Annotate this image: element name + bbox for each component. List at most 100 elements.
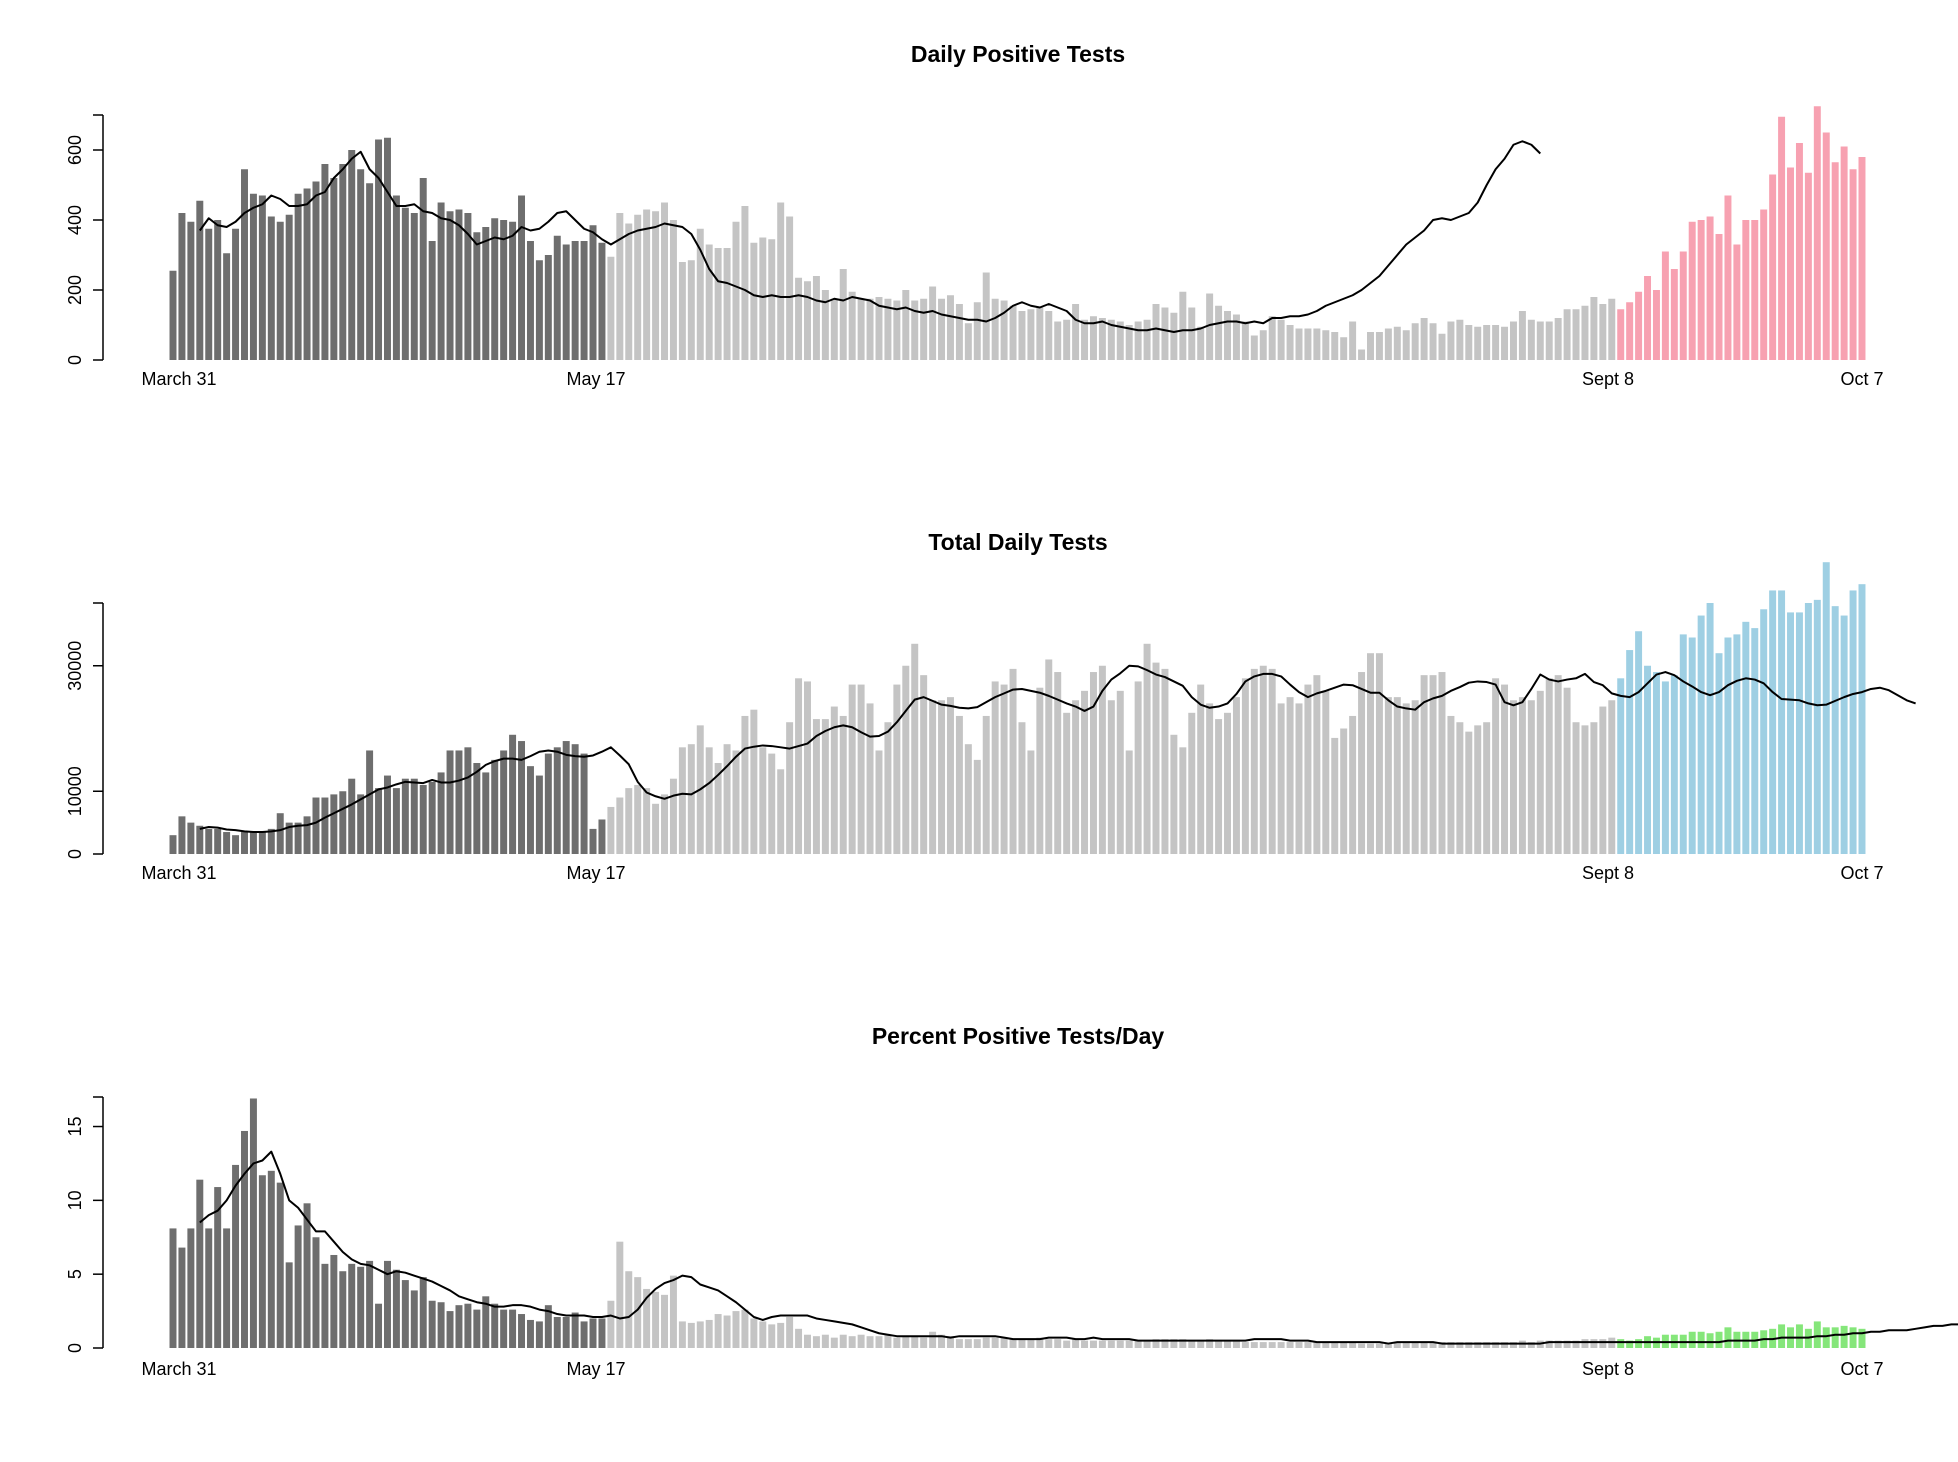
bar <box>1492 325 1500 360</box>
bar <box>1679 251 1687 360</box>
bar <box>920 675 928 854</box>
bar <box>1760 209 1768 360</box>
bar <box>419 784 427 854</box>
bar <box>1572 1340 1580 1348</box>
bar <box>830 1337 838 1348</box>
bar <box>1465 1342 1473 1348</box>
bar <box>669 1275 677 1348</box>
bar <box>1509 321 1517 360</box>
bar <box>1152 304 1160 360</box>
bar <box>1349 1342 1357 1348</box>
bar <box>643 1288 651 1348</box>
bar <box>196 1179 204 1348</box>
bar <box>544 1305 552 1348</box>
bar <box>214 220 222 360</box>
bar <box>911 300 919 360</box>
bar <box>294 193 302 360</box>
bar <box>1447 1342 1455 1348</box>
bar <box>1018 722 1026 854</box>
bar <box>1527 319 1535 360</box>
bar <box>1429 675 1437 854</box>
bar <box>1402 330 1410 360</box>
bar <box>1072 304 1080 360</box>
bar <box>1795 1324 1803 1348</box>
bar <box>223 1228 231 1348</box>
bar <box>1215 305 1223 360</box>
bar <box>1697 220 1705 360</box>
bar <box>804 1334 811 1348</box>
bar <box>1063 1340 1071 1348</box>
bar <box>1107 1340 1115 1348</box>
bar <box>1644 276 1652 360</box>
bar <box>1724 1327 1732 1348</box>
y-tick-label: 10 <box>65 1190 85 1210</box>
bar <box>991 298 999 360</box>
bar <box>1563 687 1571 854</box>
bar <box>1116 321 1124 360</box>
bar <box>383 775 391 854</box>
bar <box>1420 675 1428 854</box>
y-tick-label: 5 <box>65 1269 85 1279</box>
bar <box>1822 562 1830 854</box>
bar <box>848 684 856 854</box>
bar <box>500 220 508 360</box>
bar <box>1795 143 1803 360</box>
bar <box>1563 1340 1571 1348</box>
bar <box>1250 335 1258 360</box>
bar <box>1572 309 1580 360</box>
bar <box>276 1182 284 1348</box>
bar <box>652 211 660 360</box>
bar <box>214 1187 222 1348</box>
bar <box>178 816 186 854</box>
bar <box>1536 690 1544 854</box>
bar <box>1206 1339 1214 1348</box>
bar <box>1536 321 1544 360</box>
bar <box>491 1303 499 1348</box>
bar <box>1143 643 1151 854</box>
bar <box>696 1321 704 1348</box>
bar <box>437 1302 445 1348</box>
bar <box>1241 1342 1249 1348</box>
bar <box>1134 1340 1142 1348</box>
bar <box>491 759 499 855</box>
bar <box>812 719 820 854</box>
bar <box>1000 1337 1008 1348</box>
bar <box>196 825 204 854</box>
bar <box>303 816 311 854</box>
bar <box>1465 325 1473 360</box>
bar <box>1152 662 1160 854</box>
bar <box>589 1318 597 1348</box>
bar <box>1072 700 1080 854</box>
bar <box>232 835 240 854</box>
bar <box>687 744 695 854</box>
bar <box>1554 1340 1562 1348</box>
bar <box>1340 337 1348 360</box>
x-tick-label: May 17 <box>566 369 625 389</box>
y-tick-label: 0 <box>65 849 85 859</box>
bar <box>705 1319 713 1348</box>
bar <box>991 1337 999 1348</box>
bar <box>339 164 347 360</box>
bar <box>1054 321 1062 360</box>
bar <box>812 1336 820 1348</box>
bar <box>509 1309 517 1348</box>
bar <box>1197 684 1205 854</box>
bar <box>491 218 499 360</box>
bar <box>1063 712 1071 854</box>
bar <box>169 835 177 854</box>
bar <box>955 304 963 360</box>
bar <box>482 1296 490 1348</box>
bar <box>312 1237 320 1348</box>
bar <box>205 828 213 854</box>
bar <box>437 772 445 854</box>
bar <box>1322 1342 1330 1348</box>
bar <box>1474 326 1482 360</box>
bar <box>991 681 999 854</box>
bar <box>1304 684 1312 854</box>
bar <box>1617 1339 1625 1348</box>
bar <box>1134 321 1142 360</box>
bar <box>1009 668 1017 854</box>
bar <box>786 1316 794 1348</box>
bar <box>1813 106 1821 360</box>
bar <box>1840 1325 1848 1348</box>
